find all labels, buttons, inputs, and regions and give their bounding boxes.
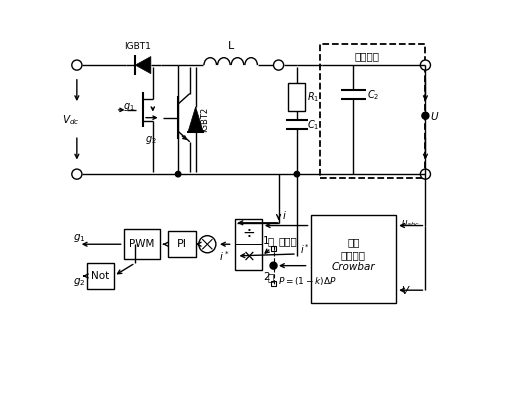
Text: 判断: 判断 xyxy=(347,237,359,248)
Circle shape xyxy=(72,60,82,70)
Circle shape xyxy=(273,60,284,70)
Text: 不工作: 不工作 xyxy=(279,236,297,246)
Text: $R_1$: $R_1$ xyxy=(307,90,319,103)
Polygon shape xyxy=(188,107,203,132)
Text: 1: 1 xyxy=(263,236,270,246)
Text: $g_1$: $g_1$ xyxy=(123,101,135,113)
Bar xyxy=(321,44,425,178)
Bar xyxy=(271,246,276,251)
Text: $g_2$: $g_2$ xyxy=(73,276,86,288)
Bar xyxy=(310,215,396,303)
Bar xyxy=(288,83,306,111)
Bar xyxy=(234,219,262,269)
Text: 否: 否 xyxy=(268,236,274,246)
Text: Crowbar: Crowbar xyxy=(332,262,375,273)
Text: $P=(1-k)\Delta P$: $P=(1-k)\Delta P$ xyxy=(278,275,337,287)
Circle shape xyxy=(294,171,300,177)
Circle shape xyxy=(72,169,82,179)
Text: L: L xyxy=(228,41,234,51)
Circle shape xyxy=(420,169,431,179)
Circle shape xyxy=(176,171,181,177)
Text: IGBT1: IGBT1 xyxy=(124,42,151,51)
Text: $g_1$: $g_1$ xyxy=(73,232,86,245)
Bar xyxy=(123,229,160,259)
Text: $V$: $V$ xyxy=(401,284,411,296)
Text: IGBT2: IGBT2 xyxy=(200,107,209,132)
Text: $u_{abc}$: $u_{abc}$ xyxy=(401,219,420,229)
Text: PI: PI xyxy=(177,239,187,249)
Text: 2: 2 xyxy=(263,272,270,282)
Bar xyxy=(271,280,276,286)
Text: 超级电容: 超级电容 xyxy=(354,51,379,62)
Text: $C_1$: $C_1$ xyxy=(307,118,319,132)
Circle shape xyxy=(420,60,431,70)
Text: $V_{dc}$: $V_{dc}$ xyxy=(62,113,80,126)
Text: $\times$: $\times$ xyxy=(242,248,254,263)
Circle shape xyxy=(270,262,277,269)
Text: $C_2$: $C_2$ xyxy=(367,88,379,102)
Text: 是: 是 xyxy=(268,272,274,282)
Text: $\div$: $\div$ xyxy=(242,225,255,240)
Polygon shape xyxy=(135,56,151,73)
Circle shape xyxy=(422,112,429,119)
Bar xyxy=(87,263,114,289)
Text: $g_2$: $g_2$ xyxy=(145,134,157,146)
Circle shape xyxy=(199,236,216,253)
Text: $i^*$: $i^*$ xyxy=(300,243,310,256)
Text: PWM: PWM xyxy=(129,239,155,249)
Text: $i^*$: $i^*$ xyxy=(219,249,229,263)
Bar xyxy=(168,231,196,257)
Text: $i$: $i$ xyxy=(283,209,287,221)
Text: 是否需要: 是否需要 xyxy=(341,250,366,260)
Text: $U$: $U$ xyxy=(431,110,440,122)
Text: Not: Not xyxy=(91,271,110,281)
